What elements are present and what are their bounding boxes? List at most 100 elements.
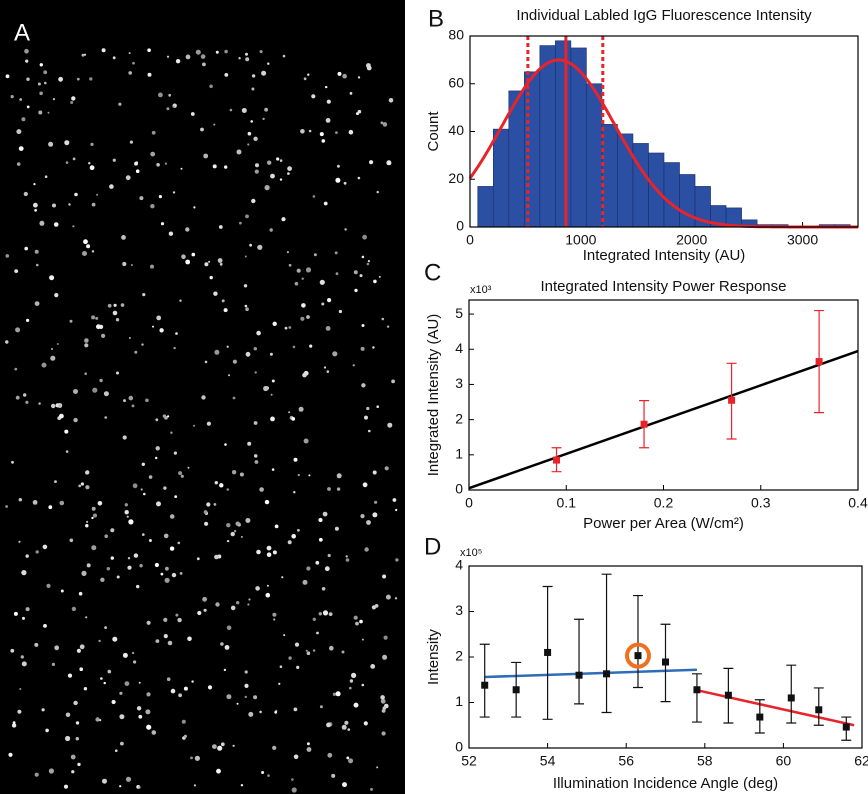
spot [72,157,76,161]
spot [85,485,90,490]
spot [38,110,43,115]
spot [152,325,154,328]
histogram-bar [663,162,680,228]
spot [50,347,54,351]
spot [158,92,163,98]
spot [93,513,97,518]
spot [24,246,29,251]
spot [204,521,209,526]
spot [190,756,193,760]
spot [118,102,122,106]
data-point [544,648,552,656]
spot [15,395,20,400]
spot [128,395,134,401]
spot [353,615,358,620]
spot [138,714,143,719]
spot [305,649,308,652]
spot [291,534,297,539]
y-tick-label: 80 [448,27,464,43]
spot [332,692,337,696]
spot [115,318,120,322]
spot [261,70,267,76]
spot [323,201,328,206]
axis-multiplier: x10³ [470,284,492,296]
spot [98,639,101,643]
spot [26,105,30,109]
spot [43,70,48,75]
spot [44,81,47,85]
spot [167,415,170,418]
spot [128,337,131,339]
spot [214,481,218,485]
spot [75,721,80,725]
spot [16,129,22,135]
spot [212,164,217,169]
spot [301,303,306,308]
spot [56,343,59,345]
spot [319,279,325,285]
spot [326,99,331,104]
spot [125,776,132,782]
spot [10,95,14,99]
spot [366,262,370,266]
spot [193,784,196,787]
spot [5,340,9,344]
spot [306,651,311,655]
spot [156,315,162,321]
spot [270,393,273,396]
spot [349,679,354,683]
spot [332,351,338,357]
spot [303,77,307,81]
y-tick-label: 2 [455,410,463,426]
spot [190,112,195,116]
spot [102,778,107,784]
spot [374,604,379,608]
spot [240,784,244,787]
spot [127,557,131,560]
spot [5,74,10,79]
spot [316,631,319,635]
spot [26,318,30,322]
spot [209,84,213,89]
spot [244,304,248,308]
y-tick-label: 1 [455,446,463,462]
error-bar [601,573,612,714]
spot [254,371,257,374]
spot [311,94,316,99]
spot [291,787,297,793]
plot-frame [468,299,859,491]
x-tick-label: 0.2 [654,495,674,511]
x-axis-label: Power per Area (W/cm²) [583,515,744,532]
spot [121,235,126,240]
spot [318,517,323,523]
spot [156,501,161,507]
spot [327,487,331,491]
spot [104,626,107,629]
spot [370,787,373,791]
spot [5,505,8,508]
spot [191,680,194,683]
spot [180,167,183,170]
histogram-bar [632,143,649,228]
spot [166,107,170,111]
spot [352,364,355,367]
y-tick-label: 20 [448,170,464,186]
spot [163,634,168,639]
spot [370,664,376,669]
spot [173,451,177,455]
spot [96,324,101,330]
spot [33,183,36,186]
spot [342,73,347,79]
spot [323,366,327,369]
spot [116,575,120,579]
spot [355,621,359,626]
axis-multiplier: x10⁵ [460,547,482,559]
spot [269,352,273,356]
spot [264,499,270,505]
spot [145,398,149,403]
panel-label: C [424,259,441,286]
spot [13,611,18,616]
spot [193,206,196,209]
spot [238,57,241,60]
spot [267,160,272,165]
